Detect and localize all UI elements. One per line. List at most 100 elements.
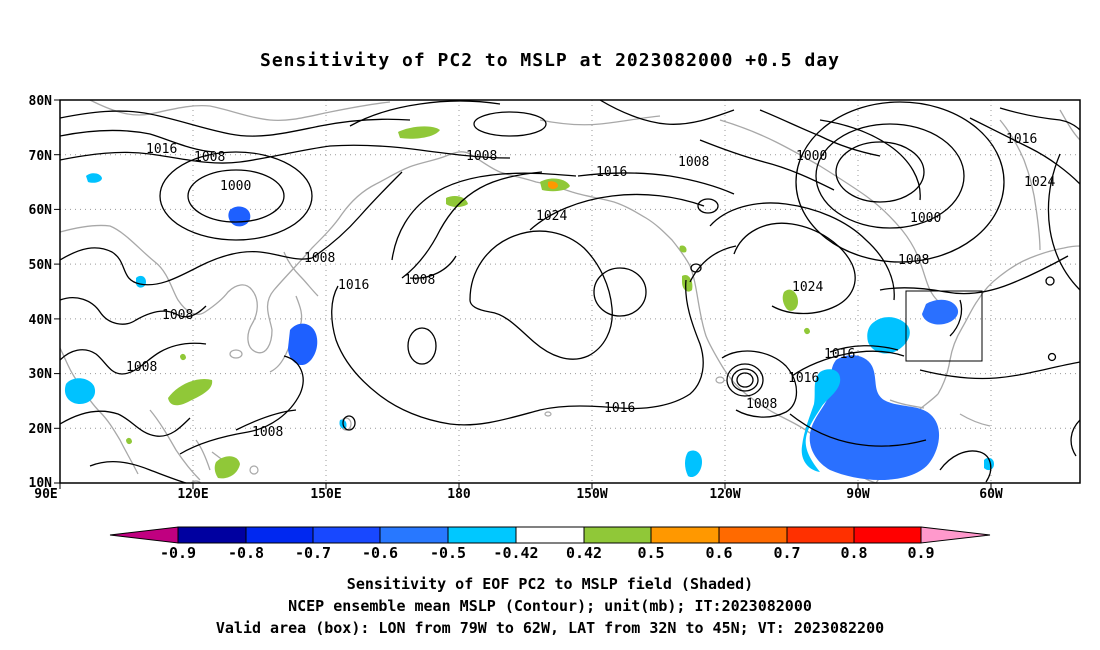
colorbar-swatch xyxy=(177,526,247,544)
colorbar-swatch xyxy=(583,526,652,544)
colorbar-swatch xyxy=(650,526,720,544)
c-1008-i: 1008 xyxy=(746,397,777,412)
colorbar-label: 0.9 xyxy=(907,544,934,562)
lat-label-20n: 20N xyxy=(29,422,53,437)
colorbar-label: -0.8 xyxy=(228,544,264,562)
colorbar-swatch xyxy=(515,526,585,544)
shade-pos-plains xyxy=(782,289,798,311)
colorbar-label: 0.6 xyxy=(705,544,732,562)
c-1008-e: 1008 xyxy=(252,425,283,440)
c-1008-h: 1008 xyxy=(678,155,709,170)
colorbar-swatch xyxy=(312,526,381,544)
caption-line-shading: Sensitivity of EOF PC2 to MSLP field (Sh… xyxy=(346,575,754,593)
shade-neg-small-a xyxy=(136,275,146,288)
colorbar xyxy=(109,526,991,544)
colorbar-label: 0.8 xyxy=(840,544,867,562)
c-1000-c: 1000 xyxy=(910,211,941,226)
shade-neg-atlantic xyxy=(867,317,910,354)
shade-pos-bc xyxy=(682,274,693,292)
lat-label-60n: 60N xyxy=(29,203,53,218)
shade-pos-small3 xyxy=(804,327,810,335)
shade-pos-scs xyxy=(168,378,213,406)
shade-neg-japan xyxy=(288,323,318,366)
c-1008-d: 1008 xyxy=(126,360,157,375)
c-1008-f: 1008 xyxy=(404,273,435,288)
c-1008-c: 1008 xyxy=(162,308,193,323)
c-1016-f: 1016 xyxy=(824,347,855,362)
shade-neg-small-c xyxy=(984,457,994,471)
contour-labels: 1016 1008 1000 1008 1016 1008 1008 1008 … xyxy=(126,132,1055,440)
caption-block: Sensitivity of EOF PC2 to MSLP field (Sh… xyxy=(0,573,1100,639)
lat-label-30n: 30N xyxy=(29,367,53,382)
lon-label-120w: 120W xyxy=(709,487,740,502)
shade-pos-orange xyxy=(548,181,558,189)
c-1008-g: 1008 xyxy=(466,149,497,164)
lon-label-150e: 150E xyxy=(310,487,341,502)
colorbar-label: -0.42 xyxy=(493,544,538,562)
colorbar-label: 0.5 xyxy=(637,544,664,562)
caption-line-contour: NCEP ensemble mean MSLP (Contour); unit(… xyxy=(288,597,812,615)
c-1016-e: 1016 xyxy=(1006,132,1037,147)
lat-label-80n: 80N xyxy=(29,94,53,109)
colorbar-label: -0.6 xyxy=(362,544,398,562)
c-1000-a: 1000 xyxy=(220,179,251,194)
colorbar-label: 0.42 xyxy=(566,544,602,562)
c-1008-j: 1008 xyxy=(898,253,929,268)
longitude-labels: 90E 120E 150E 180 150W 120W 90W 60W xyxy=(34,487,1003,502)
shade-pos-small2 xyxy=(126,437,132,445)
shade-neg-east-pacific xyxy=(809,355,940,480)
lat-label-50n: 50N xyxy=(29,258,53,273)
colorbar-swatch xyxy=(447,526,517,544)
c-1000-b: 1000 xyxy=(796,149,827,164)
lat-label-10n: 10N xyxy=(29,476,53,491)
map-border xyxy=(59,99,1081,484)
colorbar-label: -0.7 xyxy=(295,544,331,562)
shade-pos-philippine xyxy=(214,456,240,479)
shade-neg-east-pacific-light xyxy=(801,369,841,472)
island-outlines xyxy=(190,349,725,483)
lon-label-180: 180 xyxy=(447,487,471,502)
c-1016-b: 1016 xyxy=(338,278,369,293)
colorbar-swatch xyxy=(853,526,922,544)
shade-neg-arctic xyxy=(86,173,102,183)
shade-neg-small-b xyxy=(685,450,702,478)
shade-neg-westpac xyxy=(64,378,96,404)
mslp-contours xyxy=(60,100,1080,483)
c-1016-c: 1016 xyxy=(604,401,635,416)
colorbar-label: -0.9 xyxy=(160,544,196,562)
colorbar-swatch xyxy=(379,526,449,544)
c-1024-a: 1024 xyxy=(536,209,567,224)
colorbar-labels: -0.9 -0.8 -0.7 -0.6 -0.5 -0.42 0.42 0.5 … xyxy=(160,544,935,562)
axis-ticks xyxy=(54,99,992,489)
shade-pos-bering xyxy=(446,196,468,207)
lon-label-90e: 90E xyxy=(34,487,57,502)
lon-label-150w: 150W xyxy=(576,487,607,502)
colorbar-swatch xyxy=(245,526,314,544)
colorbar-swatch xyxy=(786,526,855,544)
colorbar-label: 0.7 xyxy=(773,544,800,562)
c-1016-d: 1016 xyxy=(596,165,627,180)
c-1016-g: 1016 xyxy=(788,371,819,386)
colorbar-label: -0.5 xyxy=(430,544,466,562)
lon-label-60w: 60W xyxy=(979,487,1003,502)
chart-title: Sensitivity of PC2 to MSLP at 2023082000… xyxy=(259,50,840,71)
c-1008-b: 1008 xyxy=(304,251,335,266)
lon-label-90w: 90W xyxy=(846,487,870,502)
grid-lines xyxy=(60,100,1080,483)
caption-line-valid-area: Valid area (box): LON from 79W to 62W, L… xyxy=(215,619,885,637)
c-1024-b: 1024 xyxy=(1024,175,1055,190)
c-1016-a: 1016 xyxy=(146,142,177,157)
shade-pos-arctic xyxy=(398,126,440,139)
c-1008-a: 1008 xyxy=(194,150,225,165)
shade-neg-box xyxy=(922,299,959,325)
sensitivity-shading xyxy=(64,126,994,480)
shade-pos-small xyxy=(180,353,186,361)
lat-label-40n: 40N xyxy=(29,313,53,328)
valid-area-box xyxy=(905,290,983,362)
lat-label-70n: 70N xyxy=(29,149,53,164)
c-1024-c: 1024 xyxy=(792,280,823,295)
latitude-labels: 80N 70N 60N 50N 40N 30N 20N 10N xyxy=(29,94,53,491)
colorbar-max-arrow xyxy=(920,526,991,544)
shade-pos-bc2 xyxy=(679,245,687,253)
